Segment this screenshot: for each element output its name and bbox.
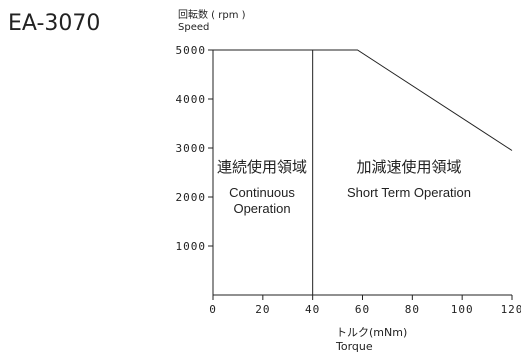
continuous-region-label-jp: 連続使用領域 (217, 158, 307, 176)
short-term-region-label-en: Short Term Operation (347, 185, 471, 200)
short-term-region-label-jp: 加減速使用領域 (356, 158, 461, 176)
x-tick-label: 0 (209, 303, 217, 316)
x-axis-label-jp: トルク(mNm) (336, 326, 407, 339)
x-tick-label: 20 (255, 303, 270, 316)
x-tick-label: 120 (501, 303, 521, 316)
x-tick-label: 100 (451, 303, 474, 316)
y-tick-label: 5000 (176, 44, 207, 57)
continuous-region-label-en-1: Continuous (229, 185, 295, 200)
series-line (213, 49, 513, 151)
y-tick-label: 3000 (176, 142, 207, 155)
x-ticks: 0 20 40 60 80 100 120 (209, 295, 521, 316)
y-tick-label: 1000 (176, 240, 207, 253)
model-title: EA-3070 (8, 11, 100, 36)
continuous-region-label-en-2: Operation (233, 201, 290, 216)
y-ticks: 1000 2000 3000 4000 5000 (176, 44, 213, 253)
y-axis-label-en: Speed (178, 22, 209, 33)
y-tick-label: 2000 (176, 191, 207, 204)
x-tick-label: 40 (305, 303, 320, 316)
x-tick-label: 80 (405, 303, 420, 316)
x-axis-label-en: Torque (335, 340, 373, 353)
y-axis-label-jp: 回転数 ( rpm ) (178, 8, 246, 21)
x-tick-label: 60 (355, 303, 370, 316)
y-tick-label: 4000 (176, 93, 207, 106)
